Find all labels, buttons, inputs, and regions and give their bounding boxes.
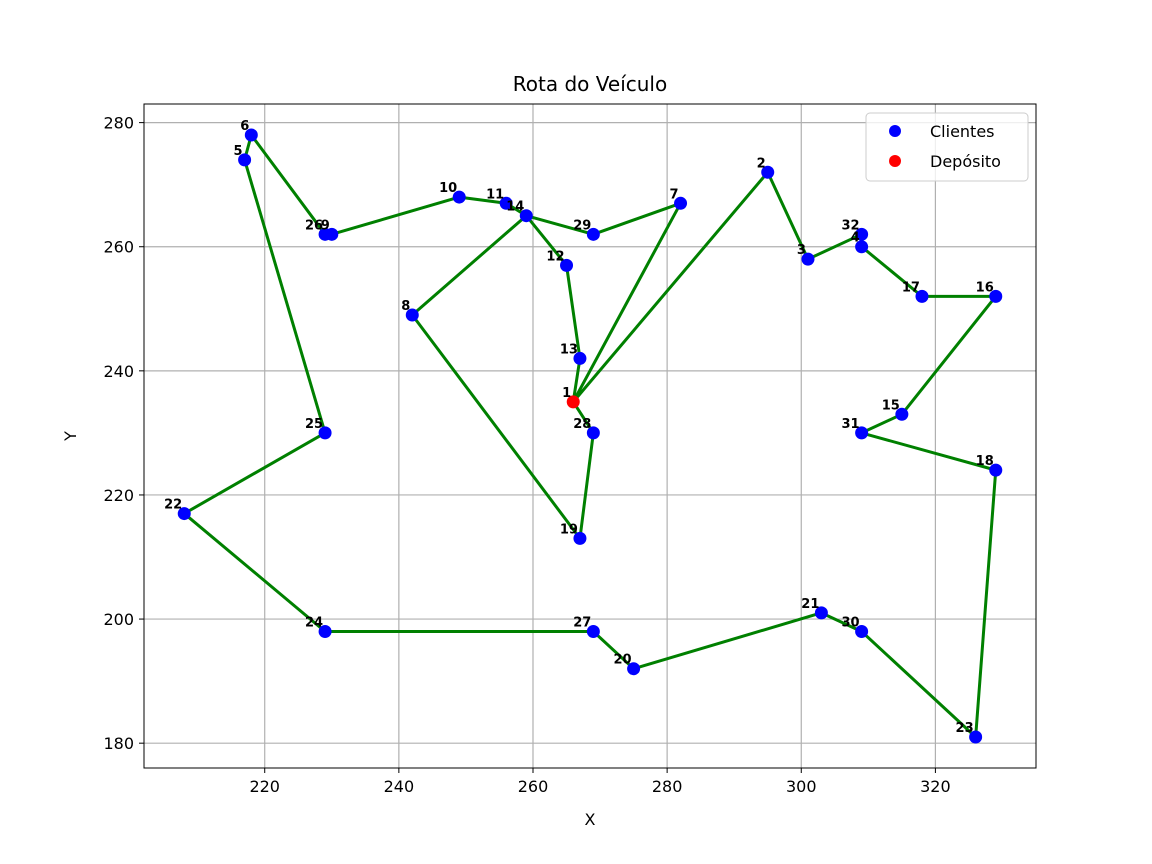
client-label-9: 9 — [321, 218, 330, 233]
client-point-12 — [560, 258, 574, 272]
client-point-2 — [761, 165, 775, 179]
x-tick-label-220: 220 — [249, 777, 280, 796]
client-label-30: 30 — [842, 615, 860, 630]
legend-marker-clients — [889, 125, 901, 137]
client-point-14 — [519, 209, 533, 223]
client-point-20 — [627, 662, 641, 676]
client-label-21: 21 — [801, 597, 819, 612]
client-label-10: 10 — [439, 181, 457, 196]
y-tick-label-200: 200 — [103, 610, 134, 629]
client-point-27 — [586, 624, 600, 638]
client-point-18 — [989, 463, 1003, 477]
x-tick-label-300: 300 — [786, 777, 817, 796]
client-point-21 — [814, 606, 828, 620]
client-point-11 — [499, 196, 513, 210]
client-label-2: 2 — [757, 156, 766, 171]
client-label-24: 24 — [305, 615, 323, 630]
client-label-29: 29 — [573, 218, 591, 233]
client-label-26: 26 — [305, 218, 323, 233]
client-label-16: 16 — [976, 280, 994, 295]
client-point-26 — [318, 227, 332, 241]
legend-marker-depot — [889, 155, 901, 167]
client-label-15: 15 — [882, 398, 900, 413]
client-label-8: 8 — [401, 299, 410, 314]
client-point-5 — [238, 153, 252, 167]
y-tick-label-220: 220 — [103, 486, 134, 505]
plot-frame — [143, 103, 1037, 769]
client-label-22: 22 — [164, 498, 182, 513]
client-label-12: 12 — [546, 249, 564, 264]
x-tick-label-320: 320 — [920, 777, 951, 796]
client-label-14: 14 — [506, 200, 524, 215]
client-label-5: 5 — [234, 144, 243, 159]
client-label-11: 11 — [486, 187, 504, 202]
client-point-32 — [855, 227, 869, 241]
depot-point-1 — [566, 395, 580, 409]
legend: Clientes Depósito — [865, 112, 1029, 182]
client-point-13 — [573, 351, 587, 365]
client-point-10 — [452, 190, 466, 204]
client-label-28: 28 — [573, 417, 591, 432]
client-point-3 — [801, 252, 815, 266]
y-axis-label: Y — [61, 431, 80, 442]
client-label-20: 20 — [614, 653, 632, 668]
x-tick-label-280: 280 — [652, 777, 683, 796]
x-tick-label-260: 260 — [518, 777, 549, 796]
client-label-19: 19 — [560, 522, 578, 537]
client-point-22 — [177, 507, 191, 521]
route-points — [177, 128, 1003, 744]
client-label-4: 4 — [851, 231, 860, 246]
client-point-19 — [573, 531, 587, 545]
client-label-27: 27 — [573, 615, 591, 630]
client-label-13: 13 — [560, 342, 578, 357]
client-label-23: 23 — [956, 721, 974, 736]
client-point-8 — [405, 308, 419, 322]
depot-label-1: 1 — [562, 386, 571, 401]
client-label-18: 18 — [976, 454, 994, 469]
client-label-31: 31 — [842, 417, 860, 432]
client-point-29 — [586, 227, 600, 241]
y-tick-label-260: 260 — [103, 238, 134, 257]
client-label-32: 32 — [842, 218, 860, 233]
client-point-17 — [915, 289, 929, 303]
client-label-17: 17 — [902, 280, 920, 295]
client-label-25: 25 — [305, 417, 323, 432]
client-point-30 — [855, 624, 869, 638]
client-point-7 — [674, 196, 688, 210]
legend-label-clients: Clientes — [930, 122, 995, 141]
legend-label-depot: Depósito — [930, 152, 1001, 171]
client-point-15 — [895, 407, 909, 421]
y-tick-label-280: 280 — [103, 114, 134, 133]
client-point-6 — [244, 128, 258, 142]
client-label-3: 3 — [797, 243, 806, 258]
client-label-6: 6 — [240, 119, 249, 134]
client-point-25 — [318, 426, 332, 440]
client-point-31 — [855, 426, 869, 440]
client-point-28 — [586, 426, 600, 440]
x-tick-label-240: 240 — [384, 777, 415, 796]
client-label-7: 7 — [669, 187, 678, 202]
chart-title: Rota do Veículo — [513, 72, 667, 96]
y-tick-label-180: 180 — [103, 734, 134, 753]
client-point-23 — [969, 730, 983, 744]
y-tick-label-240: 240 — [103, 362, 134, 381]
client-point-16 — [989, 289, 1003, 303]
legend-box — [865, 112, 1029, 182]
client-point-4 — [855, 240, 869, 254]
x-axis-label: X — [585, 810, 596, 829]
client-point-24 — [318, 624, 332, 638]
